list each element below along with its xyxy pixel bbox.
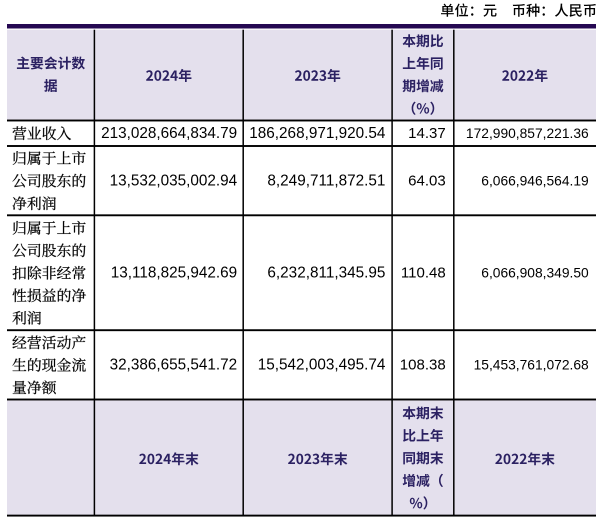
svg-text:6,066,908,349.50: 6,066,908,349.50 [481, 265, 589, 280]
svg-text:108.38: 108.38 [400, 357, 446, 374]
svg-text:14.37: 14.37 [408, 125, 446, 142]
svg-text:13,118,825,942.69: 13,118,825,942.69 [111, 264, 237, 281]
svg-text:15,453,761,072.68: 15,453,761,072.68 [474, 358, 589, 373]
svg-text:64.03: 64.03 [408, 173, 446, 190]
svg-text:186,268,971,920.54: 186,268,971,920.54 [249, 125, 386, 142]
svg-text:6,232,811,345.95: 6,232,811,345.95 [267, 264, 385, 281]
svg-text:32,386,655,541.72: 32,386,655,541.72 [110, 357, 238, 374]
svg-text:213,028,664,834.79: 213,028,664,834.79 [101, 125, 237, 142]
svg-text:6,066,946,564.19: 6,066,946,564.19 [481, 174, 589, 189]
svg-text:172,990,857,221.36: 172,990,857,221.36 [466, 126, 589, 141]
svg-text:13,532,035,002.94: 13,532,035,002.94 [110, 173, 238, 190]
svg-text:8,249,711,872.51: 8,249,711,872.51 [267, 173, 385, 190]
svg-text:110.48: 110.48 [401, 264, 446, 281]
svg-text:15,542,003,495.74: 15,542,003,495.74 [258, 357, 386, 374]
